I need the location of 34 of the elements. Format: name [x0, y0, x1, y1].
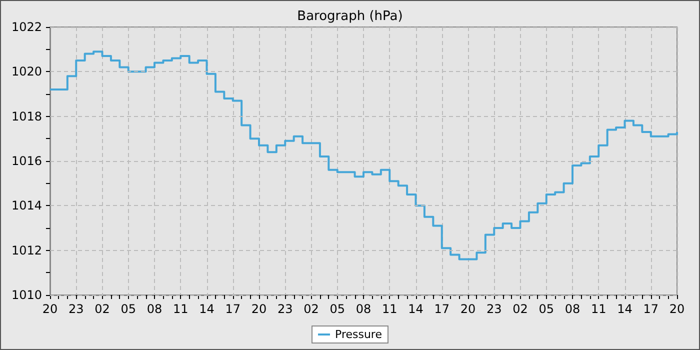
- x-tick-label: 02: [512, 302, 528, 316]
- y-tick-label: 1018: [11, 109, 42, 124]
- x-tick-label: 08: [564, 302, 580, 316]
- x-tick-label: 23: [277, 302, 293, 316]
- x-tick-label: 11: [382, 302, 398, 316]
- x-tick-label: 14: [408, 302, 424, 316]
- y-tick-label: 1020: [11, 64, 42, 79]
- y-tick-label: 1012: [11, 243, 42, 258]
- x-tick-label: 14: [617, 302, 632, 316]
- x-tick-label: 08: [146, 302, 162, 316]
- y-tick-label: 1016: [11, 154, 42, 168]
- x-tick-label: 02: [94, 302, 110, 316]
- x-tick-label: 08: [356, 302, 372, 316]
- x-tick-label: 17: [434, 302, 450, 316]
- y-tick-label: 1022: [11, 20, 42, 34]
- x-tick-label: 17: [225, 302, 241, 316]
- x-tick-label: 17: [643, 302, 659, 316]
- x-tick-label: 02: [304, 302, 319, 316]
- x-tick-label: 11: [590, 302, 606, 316]
- y-tick-label: 1010: [11, 288, 42, 302]
- x-tick-label: 05: [538, 302, 554, 316]
- legend-label: Pressure: [335, 328, 382, 341]
- x-tick-label: 20: [42, 302, 58, 316]
- x-tick-label: 11: [172, 302, 188, 316]
- x-tick-label: 20: [460, 302, 476, 316]
- chart-title: Barograph (hPa): [297, 9, 403, 24]
- x-tick-label: 23: [486, 302, 502, 316]
- x-tick-label: 20: [251, 302, 267, 316]
- x-tick-label: 05: [330, 302, 346, 316]
- x-tick-label: 14: [199, 302, 214, 316]
- x-tick-label: 05: [120, 302, 136, 316]
- y-tick-label: 1014: [11, 198, 42, 213]
- x-tick-label: 23: [68, 302, 84, 316]
- x-tick-label: 20: [669, 302, 685, 316]
